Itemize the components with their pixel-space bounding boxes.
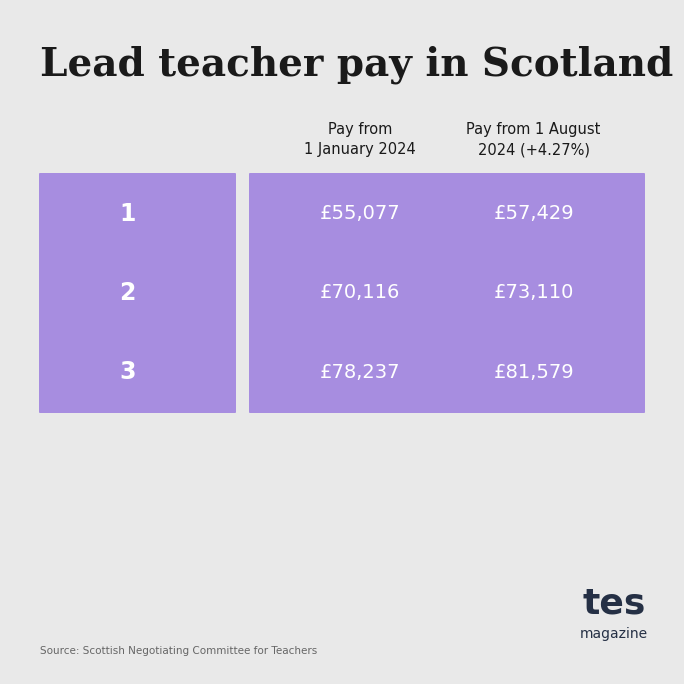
Text: magazine: magazine — [580, 627, 648, 641]
Text: £57,429: £57,429 — [493, 204, 574, 223]
Text: £55,077: £55,077 — [320, 204, 401, 223]
Text: £70,116: £70,116 — [320, 283, 401, 302]
Text: £81,579: £81,579 — [493, 363, 574, 382]
Text: tes: tes — [582, 587, 646, 621]
FancyBboxPatch shape — [249, 173, 645, 413]
Text: £73,110: £73,110 — [493, 283, 574, 302]
Text: £78,237: £78,237 — [320, 363, 401, 382]
Text: 3: 3 — [119, 360, 135, 384]
Text: Lead teacher pay in Scotland: Lead teacher pay in Scotland — [40, 46, 673, 85]
Text: Pay from 1 August
2024 (+4.27%): Pay from 1 August 2024 (+4.27%) — [466, 122, 601, 157]
FancyBboxPatch shape — [39, 173, 236, 413]
Text: Pay from
1 January 2024: Pay from 1 January 2024 — [304, 122, 416, 157]
Text: 2: 2 — [119, 281, 135, 305]
Text: Source: Scottish Negotiating Committee for Teachers: Source: Scottish Negotiating Committee f… — [40, 646, 317, 656]
Text: 1: 1 — [119, 202, 135, 226]
